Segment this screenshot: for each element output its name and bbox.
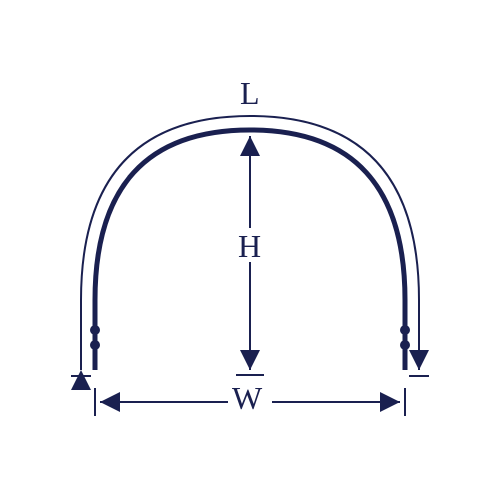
bead [90,340,100,350]
width-label: W [232,380,262,417]
bead [90,325,100,335]
bead [400,340,410,350]
bead [400,325,410,335]
diagram-container: L H W [0,0,500,500]
length-label: L [240,75,260,112]
height-label: H [238,228,261,265]
